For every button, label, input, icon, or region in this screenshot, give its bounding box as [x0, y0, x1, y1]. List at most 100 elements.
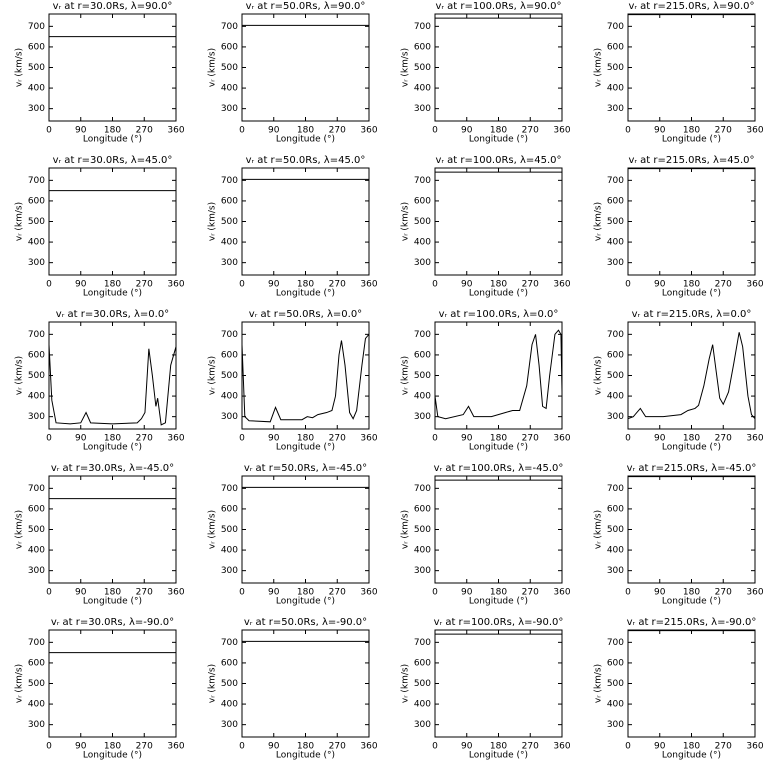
y-tick-label: 700: [607, 176, 624, 186]
x-tick-label: 180: [490, 280, 507, 290]
x-tick-label: 0: [432, 280, 438, 290]
x-axis-label: Longitude (°): [276, 289, 335, 299]
x-tick-label: 180: [104, 742, 121, 752]
y-tick-label: 300: [607, 104, 624, 114]
x-axis-label: Longitude (°): [276, 597, 335, 607]
y-tick-label: 600: [414, 504, 431, 514]
x-axis-label: Longitude (°): [276, 751, 335, 761]
x-tick-label: 270: [136, 126, 153, 136]
y-tick-label: 700: [414, 638, 431, 648]
y-tick-label: 400: [28, 84, 45, 94]
y-axis-label: vᵣ (km/s): [208, 356, 218, 395]
y-tick-label: 400: [28, 700, 45, 710]
x-tick-label: 0: [625, 588, 631, 598]
x-tick-label: 360: [553, 434, 570, 444]
chart-title: vᵣ at r=30.0Rs, λ=45.0°: [53, 155, 173, 166]
y-tick-label: 600: [28, 42, 45, 52]
y-axis-label: vᵣ (km/s): [401, 664, 411, 703]
x-tick-label: 270: [715, 588, 732, 598]
x-tick-label: 270: [136, 280, 153, 290]
plot-frame: [627, 629, 756, 738]
chart-title: vᵣ at r=50.0Rs, λ=-45.0°: [244, 463, 367, 474]
x-tick-label: 180: [104, 434, 121, 444]
plot-frame: [48, 321, 177, 430]
x-axis-label: Longitude (°): [83, 597, 142, 607]
chart-title: vᵣ at r=30.0Rs, λ=-45.0°: [51, 463, 174, 474]
x-tick-label: 180: [490, 742, 507, 752]
x-tick-label: 360: [360, 434, 377, 444]
y-tick-label: 600: [221, 196, 238, 206]
x-tick-label: 90: [654, 126, 666, 136]
x-tick-label: 270: [329, 280, 346, 290]
y-axis-label: vᵣ (km/s): [401, 202, 411, 241]
x-axis-label: Longitude (°): [469, 135, 528, 145]
x-tick-label: 180: [490, 588, 507, 598]
chart-title: vᵣ at r=215.0Rs, λ=45.0°: [628, 155, 754, 166]
x-tick-label: 90: [654, 742, 666, 752]
x-tick-label: 360: [360, 742, 377, 752]
y-axis-label: vᵣ (km/s): [15, 202, 25, 241]
x-tick-label: 270: [522, 588, 539, 598]
x-tick-label: 180: [490, 434, 507, 444]
y-tick-label: 700: [221, 638, 238, 648]
y-axis-label: vᵣ (km/s): [594, 48, 604, 87]
x-tick-label: 0: [239, 280, 245, 290]
x-axis-label: Longitude (°): [276, 443, 335, 453]
plot-frame: [48, 475, 177, 584]
chart-title: vᵣ at r=100.0Rs, λ=90.0°: [435, 1, 561, 12]
x-tick-label: 0: [239, 434, 245, 444]
x-tick-label: 180: [683, 588, 700, 598]
y-tick-label: 600: [607, 658, 624, 668]
x-tick-label: 180: [683, 434, 700, 444]
x-tick-label: 180: [490, 126, 507, 136]
chart-title: vᵣ at r=50.0Rs, λ=-90.0°: [244, 617, 367, 628]
x-tick-label: 270: [136, 588, 153, 598]
y-tick-label: 700: [28, 638, 45, 648]
x-tick-label: 0: [625, 742, 631, 752]
data-line: [627, 332, 756, 420]
x-tick-label: 270: [715, 434, 732, 444]
x-tick-label: 270: [715, 280, 732, 290]
x-tick-label: 180: [104, 280, 121, 290]
y-tick-label: 600: [414, 658, 431, 668]
y-tick-label: 500: [414, 217, 431, 227]
y-tick-label: 500: [221, 63, 238, 73]
x-tick-label: 180: [683, 742, 700, 752]
chart-title: vᵣ at r=50.0Rs, λ=0.0°: [249, 309, 362, 320]
y-axis-label: vᵣ (km/s): [208, 664, 218, 703]
x-tick-label: 270: [329, 434, 346, 444]
y-tick-label: 700: [414, 484, 431, 494]
y-axis-label: vᵣ (km/s): [594, 202, 604, 241]
x-tick-label: 0: [625, 126, 631, 136]
x-tick-label: 90: [461, 126, 473, 136]
y-tick-label: 400: [414, 700, 431, 710]
y-tick-label: 300: [28, 566, 45, 576]
y-tick-label: 700: [607, 638, 624, 648]
y-tick-label: 300: [414, 720, 431, 730]
y-axis-label: vᵣ (km/s): [15, 356, 25, 395]
plot-frame: [434, 475, 563, 584]
y-axis-label: vᵣ (km/s): [594, 510, 604, 549]
y-tick-label: 400: [607, 700, 624, 710]
y-tick-label: 700: [607, 330, 624, 340]
chart-title: vᵣ at r=215.0Rs, λ=0.0°: [632, 309, 752, 320]
x-tick-label: 180: [297, 742, 314, 752]
x-tick-label: 0: [239, 742, 245, 752]
x-tick-label: 0: [432, 434, 438, 444]
y-tick-label: 300: [607, 566, 624, 576]
x-tick-label: 360: [360, 126, 377, 136]
x-tick-label: 0: [239, 588, 245, 598]
x-axis-label: Longitude (°): [83, 135, 142, 145]
chart-title: vᵣ at r=215.0Rs, λ=-45.0°: [627, 463, 757, 474]
plot-frame: [434, 167, 563, 276]
x-tick-label: 0: [46, 280, 52, 290]
plot-frame: [627, 13, 756, 122]
x-tick-label: 270: [522, 742, 539, 752]
y-tick-label: 400: [607, 84, 624, 94]
y-tick-label: 400: [221, 546, 238, 556]
x-axis-label: Longitude (°): [276, 135, 335, 145]
data-line: [48, 344, 177, 426]
y-tick-label: 500: [221, 217, 238, 227]
x-tick-label: 0: [46, 588, 52, 598]
y-tick-label: 300: [414, 412, 431, 422]
